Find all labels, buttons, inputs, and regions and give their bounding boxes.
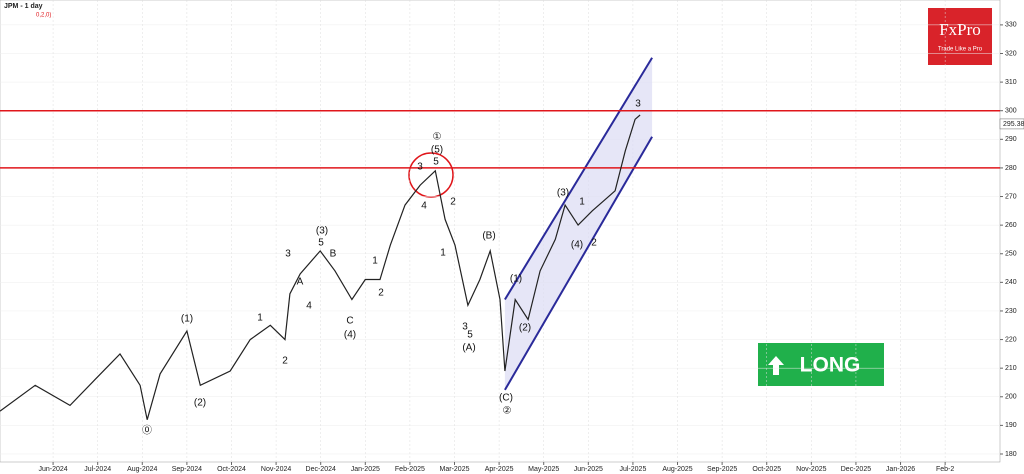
wave-label: (5)	[431, 145, 443, 156]
logo-tagline: Trade Like a Pro	[938, 47, 983, 53]
y-tick-label: 310	[1005, 79, 1017, 86]
y-tick-label: 280	[1005, 165, 1017, 172]
wave-label: (2)	[194, 398, 206, 409]
wave-label: (A)	[462, 343, 475, 354]
last-price-box	[999, 118, 1024, 130]
y-tick-label: 330	[1005, 22, 1017, 29]
wave-label: 2	[378, 288, 384, 299]
y-tick-label: 300	[1005, 108, 1017, 115]
wave-label: 2	[591, 238, 597, 249]
wave-label: ②	[503, 406, 512, 417]
y-tick-label: 240	[1005, 279, 1017, 286]
y-tick-label: 270	[1005, 193, 1017, 200]
wave-label: (B)	[482, 231, 495, 242]
wave-label: 1	[440, 248, 446, 259]
wave-label: (4)	[571, 240, 583, 251]
wave-label: 5	[433, 157, 439, 168]
y-tick-label: 260	[1005, 222, 1017, 229]
last-price-label: 295.38	[1003, 121, 1024, 128]
x-tick-label: Jun-2025	[574, 466, 603, 473]
wave-label: 2	[450, 197, 456, 208]
channel-line	[504, 57, 653, 301]
chart-subtitle: 0,2,0)	[36, 13, 51, 19]
wave-label: 3	[462, 322, 468, 333]
wave-label: A	[297, 277, 304, 288]
wave-label: (C)	[499, 393, 513, 404]
y-tick-label: 220	[1005, 336, 1017, 343]
y-tick-label: 320	[1005, 50, 1017, 57]
signal-text: LONG	[800, 354, 861, 377]
x-tick-label: Feb-2	[936, 466, 954, 473]
x-tick-label: Oct-2025	[752, 466, 781, 473]
price-line	[0, 114, 641, 420]
wave-label: 4	[421, 201, 427, 212]
chart-title: JPM - 1 day	[4, 3, 43, 10]
x-tick-label: Jan-2026	[886, 466, 915, 473]
wave-label: (1)	[181, 314, 193, 325]
x-tick-label: Jun-2024	[38, 466, 67, 473]
x-tick-label: Jul-2025	[619, 466, 646, 473]
signal-arrow	[768, 356, 784, 375]
wave-label: 1	[257, 313, 263, 324]
x-tick-label: Jul-2024	[84, 466, 111, 473]
highlight-circle	[408, 152, 454, 198]
logo-name: FxPro	[939, 20, 981, 39]
wave-label: 3	[635, 99, 641, 110]
wave-label: 3	[285, 249, 291, 260]
x-tick-label: Dec-2024	[306, 466, 336, 473]
x-tick-label: Oct-2024	[217, 466, 246, 473]
x-tick-label: Sep-2025	[707, 466, 737, 473]
wave-label: (1)	[510, 274, 522, 285]
x-tick-label: Nov-2025	[796, 466, 826, 473]
wave-label: 1	[372, 256, 378, 267]
x-tick-label: Nov-2024	[261, 466, 291, 473]
wave-label: C	[346, 316, 353, 327]
wave-label: 4	[306, 301, 312, 312]
logo-box	[928, 8, 992, 65]
wave-label: 5	[467, 330, 473, 341]
wave-label: 2	[282, 356, 288, 367]
y-tick-label: 250	[1005, 251, 1017, 258]
x-tick-label: Mar-2025	[440, 466, 470, 473]
wave-label: 5	[318, 238, 324, 249]
y-tick-label: 180	[1005, 451, 1017, 458]
wave-label: (3)	[557, 188, 569, 199]
wave-label: B	[330, 249, 337, 260]
wave-label: ⓪	[142, 425, 152, 437]
y-tick-label: 230	[1005, 308, 1017, 315]
y-tick-label: 200	[1005, 394, 1017, 401]
x-tick-label: May-2025	[528, 466, 559, 473]
y-tick-label: 210	[1005, 365, 1017, 372]
x-tick-label: Sep-2024	[172, 466, 202, 473]
wave-label: ①	[433, 132, 442, 143]
x-tick-label: Aug-2025	[662, 466, 692, 473]
x-tick-label: Jan-2025	[351, 466, 380, 473]
x-tick-label: Feb-2025	[395, 466, 425, 473]
y-tick-label: 190	[1005, 422, 1017, 429]
channel-line	[504, 136, 653, 391]
wave-label: (3)	[316, 226, 328, 237]
wave-label: (2)	[519, 323, 531, 334]
y-tick-label: 290	[1005, 136, 1017, 143]
x-tick-label: Dec-2025	[841, 466, 871, 473]
wave-label: 1	[579, 197, 585, 208]
x-tick-label: Aug-2024	[127, 466, 157, 473]
wave-label: 3	[417, 162, 423, 173]
wave-label: (4)	[344, 330, 356, 341]
x-tick-label: Apr-2025	[485, 466, 514, 473]
